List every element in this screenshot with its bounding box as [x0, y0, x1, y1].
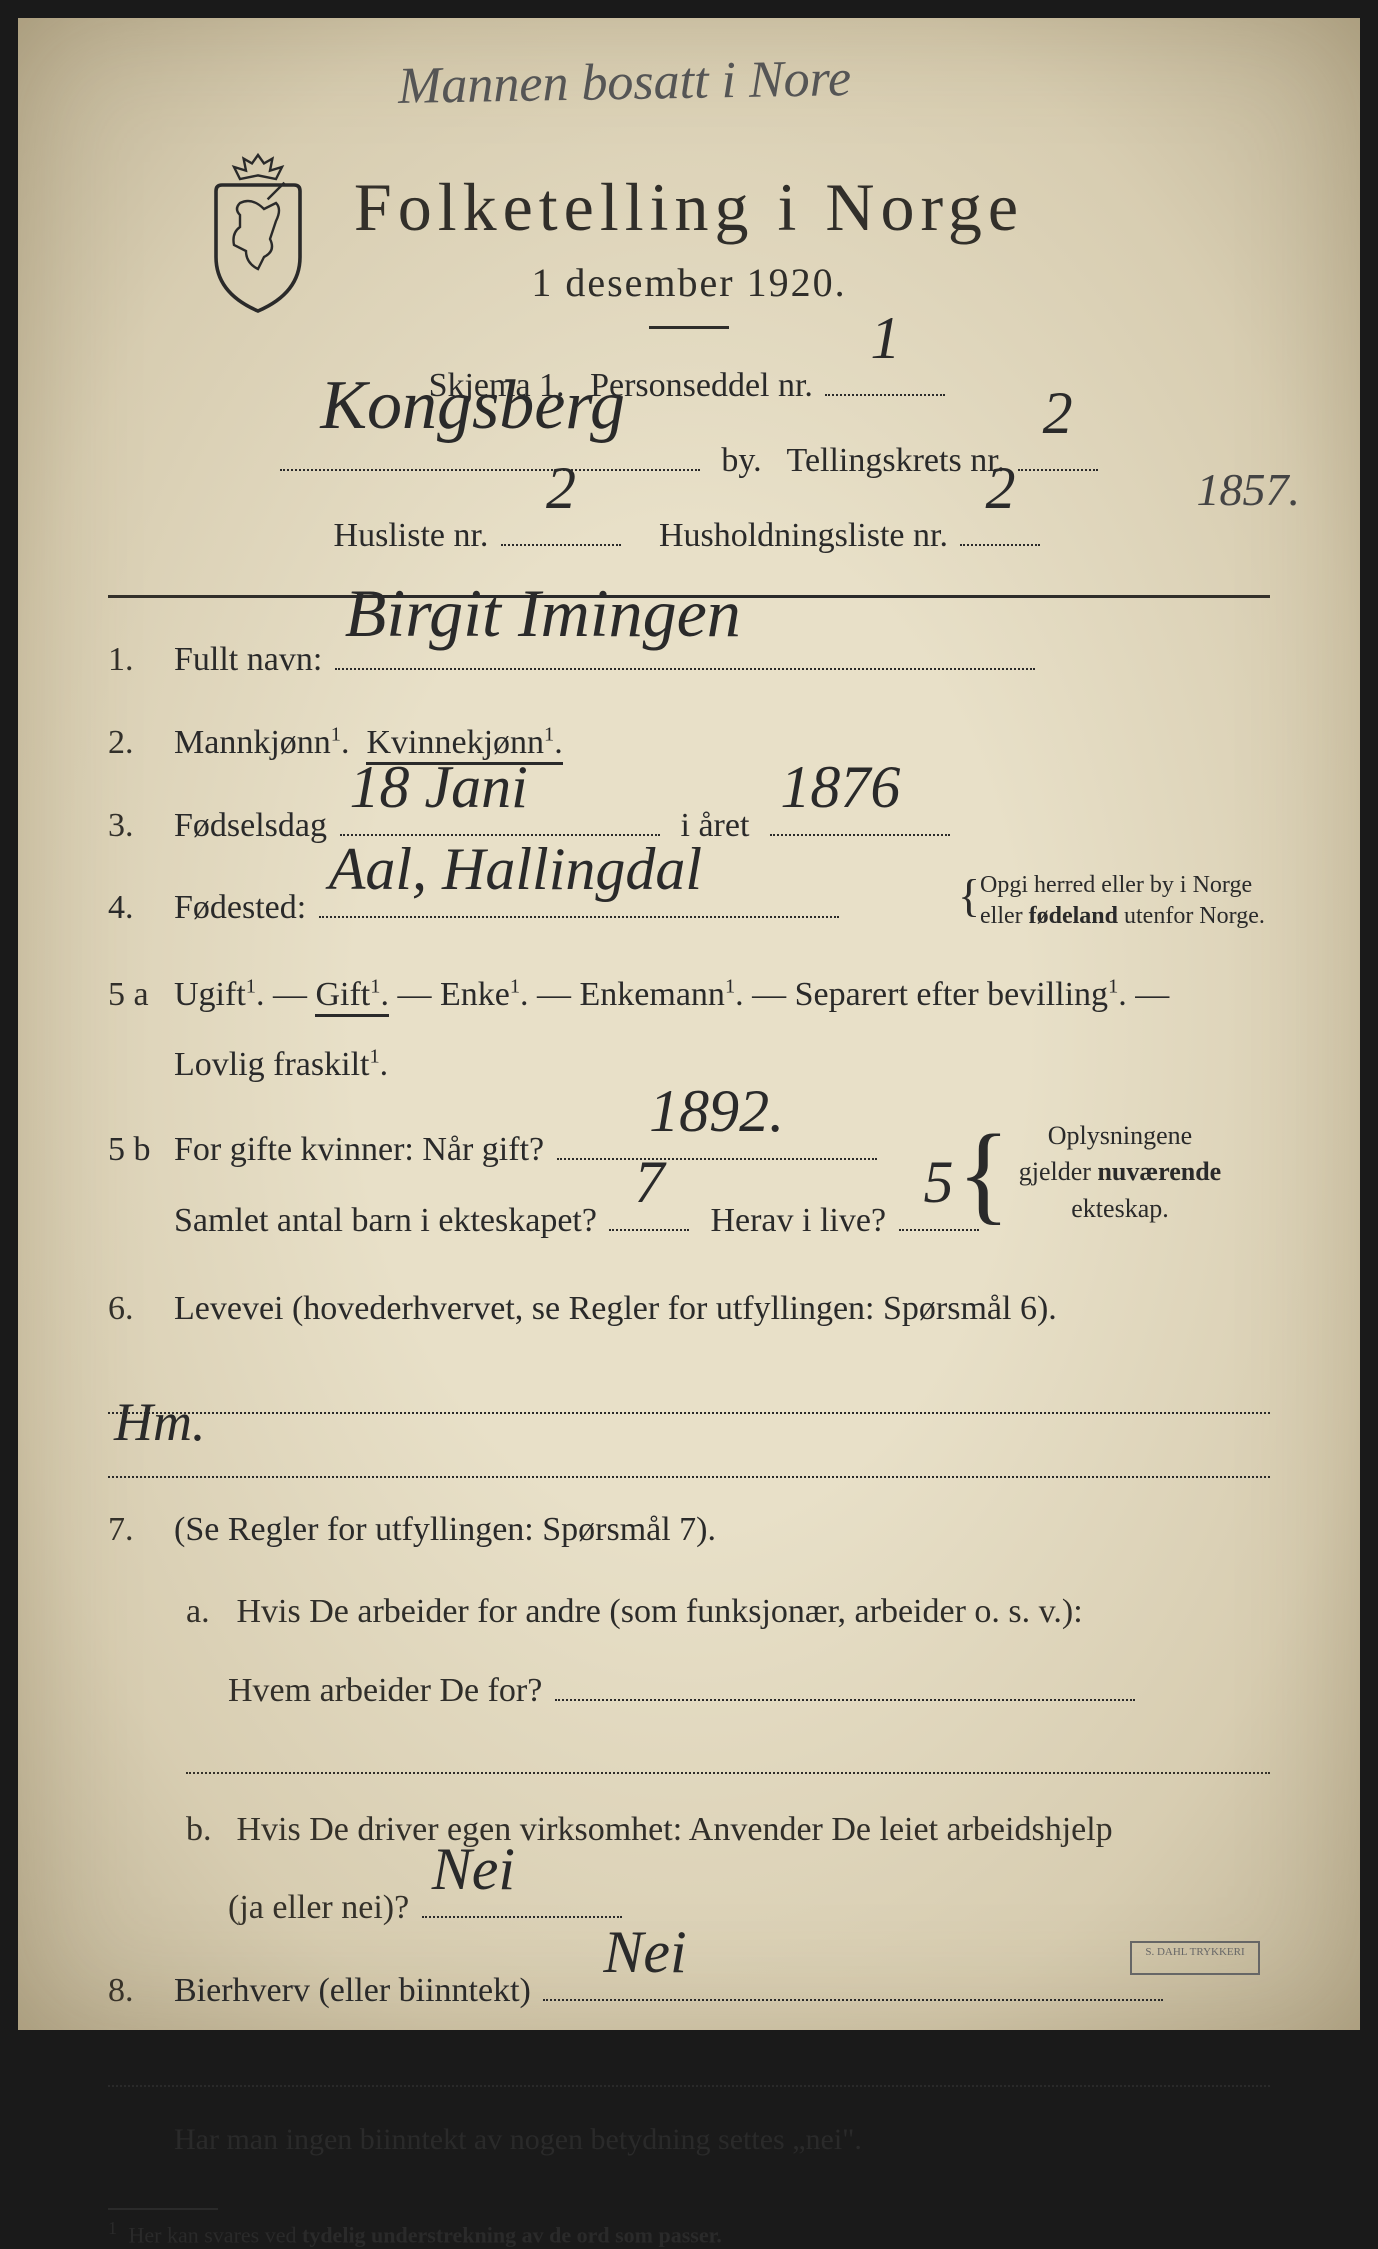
q7-num: 7.: [108, 1498, 156, 1563]
by-label: by.: [721, 442, 761, 479]
q5a-enke: Enke1.: [440, 976, 529, 1013]
q5a-separert: Separert efter bevilling1.: [795, 976, 1127, 1013]
q4-note-l2: eller fødeland utenfor Norge.: [980, 903, 1265, 929]
q7a-line2[interactable]: [186, 1724, 1270, 1774]
q5a-ugift: Ugift1.: [174, 976, 264, 1013]
by-value: Kongsberg: [320, 329, 625, 483]
q5b-children-value: 7: [634, 1125, 664, 1239]
tellingskrets-value: 2: [1043, 347, 1073, 479]
tellingskrets-field[interactable]: 2: [1018, 469, 1098, 471]
q3-year-value: 1876: [780, 730, 900, 844]
q6-row: 6. Levevei (hovederhvervet, se Regler fo…: [108, 1277, 1270, 1342]
q4-row: 4. Fødested: Aal, Hallingdal { Opgi herr…: [108, 876, 1270, 941]
q7b-value: Nei: [432, 1812, 515, 1926]
q5b-side-l2: gjelder nuværende: [1019, 1157, 1221, 1186]
q8-row: 8. Bierhverv (eller biinntekt) Nei: [108, 1959, 1270, 2024]
q7b-block: b. Hvis De driver egen virksomhet: Anven…: [186, 1798, 1270, 1941]
q3-num: 3.: [108, 794, 156, 859]
q5a-row: 5 a Ugift1. — Gift1. — Enke1. — Enkemann…: [108, 963, 1270, 1028]
husliste-label: Husliste nr.: [334, 517, 489, 554]
top-handwritten-annotation: Mannen bosatt i Nore: [398, 49, 852, 116]
q4-label: Fødested:: [174, 889, 306, 926]
q2-mannkjonn: Mannkjønn1.: [174, 724, 349, 761]
q5b-num: 5 b: [108, 1118, 156, 1183]
q5b-l2b-label: Herav i live?: [710, 1202, 886, 1239]
footnote: 1 Her kan svares ved tydelig understrekn…: [108, 2218, 1270, 2248]
q5b-children-field[interactable]: 7: [609, 1229, 689, 1231]
q6-label: Levevei (hovederhvervet, se Regler for u…: [174, 1277, 1270, 1342]
q5b-side-note: Oplysningene gjelder nuværende ekteskap.: [1010, 1118, 1230, 1227]
bottom-note: Har man ingen biinntekt av nogen betydni…: [174, 2111, 1270, 2168]
q4-value: Aal, Hallingdal: [329, 812, 702, 926]
q5b-side-l3: ekteskap.: [1071, 1194, 1168, 1223]
q4-note-l1: Opgi herred eller by i Norge: [980, 872, 1252, 898]
q1-num: 1.: [108, 628, 156, 693]
margin-year-annotation: 1857.: [1197, 446, 1301, 533]
q7b-field[interactable]: Nei: [422, 1916, 622, 1918]
q3-year-field[interactable]: 1876: [770, 834, 950, 836]
husliste-field[interactable]: 2: [501, 544, 621, 546]
q5a-gift-selected: Gift1.: [315, 976, 388, 1017]
footnote-rule: [108, 2208, 218, 2210]
q4-num: 4.: [108, 876, 156, 941]
q5b-l2a-label: Samlet antal barn i ekteskapet?: [174, 1202, 597, 1239]
q6-line2[interactable]: Hm.: [108, 1424, 1270, 1478]
q1-label: Fullt navn:: [174, 641, 322, 678]
printer-stamp: S. DAHL TRYKKERI: [1130, 1941, 1260, 1975]
footnote-text: Her kan svares ved tydelig understreknin…: [129, 2223, 722, 2248]
q4-field[interactable]: Aal, Hallingdal: [319, 916, 839, 918]
q8-line2[interactable]: [108, 2041, 1270, 2087]
q7a-l1: Hvis De arbeider for andre (som funksjon…: [237, 1593, 1083, 1630]
q7b-l2: (ja eller nei)?: [228, 1889, 409, 1926]
q5b-living-value: 5: [924, 1125, 954, 1239]
husliste-value: 2: [546, 422, 576, 554]
q5b-brace-icon: {: [957, 1118, 1010, 1228]
q4-note: { Opgi herred eller by i Norge eller fød…: [980, 870, 1280, 932]
q8-num: 8.: [108, 1959, 156, 2024]
q7a-field[interactable]: [555, 1699, 1135, 1701]
q2-num: 2.: [108, 711, 156, 776]
q8-value: Nei: [603, 1895, 686, 2009]
q1-row: 1. Fullt navn: Birgit Imingen: [108, 628, 1270, 693]
personseddel-nr-field[interactable]: 1: [825, 394, 945, 396]
questions-block: 1. Fullt navn: Birgit Imingen 2. Mannkjø…: [108, 628, 1270, 2168]
q6-num: 6.: [108, 1277, 156, 1342]
q5b-l1-label: For gifte kvinner: Når gift?: [174, 1131, 544, 1168]
q7-row: 7. (Se Regler for utfyllingen: Spørsmål …: [108, 1498, 1270, 1563]
q5b-side-l1: Oplysningene: [1048, 1121, 1192, 1150]
q5a-num: 5 a: [108, 963, 156, 1028]
footnote-num: 1: [108, 2218, 117, 2238]
husholdningsliste-label: Husholdningsliste nr.: [659, 517, 948, 554]
q6-value: Hm.: [114, 1371, 206, 1474]
coat-of-arms-icon: [198, 148, 318, 318]
q5b-year-field[interactable]: 1892.: [557, 1158, 877, 1160]
q1-value: Birgit Imingen: [345, 549, 741, 678]
personseddel-nr-value: 1: [870, 272, 900, 404]
q8-field[interactable]: Nei: [543, 1999, 1163, 2001]
q7a-block: a. Hvis De arbeider for andre (som funks…: [186, 1580, 1270, 1773]
q6-lines: Hm.: [108, 1360, 1270, 1478]
by-field[interactable]: Kongsberg: [280, 469, 700, 471]
q6-line1[interactable]: [108, 1360, 1270, 1414]
q5a-enkemann: Enkemann1.: [580, 976, 744, 1013]
q5b-block: 5 b For gifte kvinner: Når gift? 1892. S…: [108, 1118, 1270, 1253]
q1-field[interactable]: Birgit Imingen: [335, 668, 1035, 670]
q3-label: Fødselsdag: [174, 807, 327, 844]
q2-row: 2. Mannkjønn1. Kvinnekjønn1.: [108, 711, 1270, 776]
meta-block: Skjema 1. Personseddel nr. 1 Kongsberg b…: [108, 349, 1270, 573]
q7-label: (Se Regler for utfyllingen: Spørsmål 7).: [174, 1498, 1270, 1563]
header-rule: [649, 326, 729, 329]
census-form-page: Mannen bosatt i Nore Folketelling i Norg…: [0, 0, 1378, 2048]
tellingskrets-label: Tellingskrets nr.: [787, 442, 1006, 479]
q5b-year-value: 1892.: [649, 1054, 784, 1168]
q7b-l1: Hvis De driver egen virksomhet: Anvender…: [237, 1811, 1113, 1848]
husholdningsliste-value: 2: [985, 422, 1015, 554]
q7a-letter: a.: [186, 1580, 228, 1645]
q8-label: Bierhverv (eller biinntekt): [174, 1972, 531, 2009]
husholdningsliste-field[interactable]: 2: [960, 544, 1040, 546]
q7b-letter: b.: [186, 1798, 228, 1863]
q7a-l2: Hvem arbeider De for?: [228, 1672, 542, 1709]
